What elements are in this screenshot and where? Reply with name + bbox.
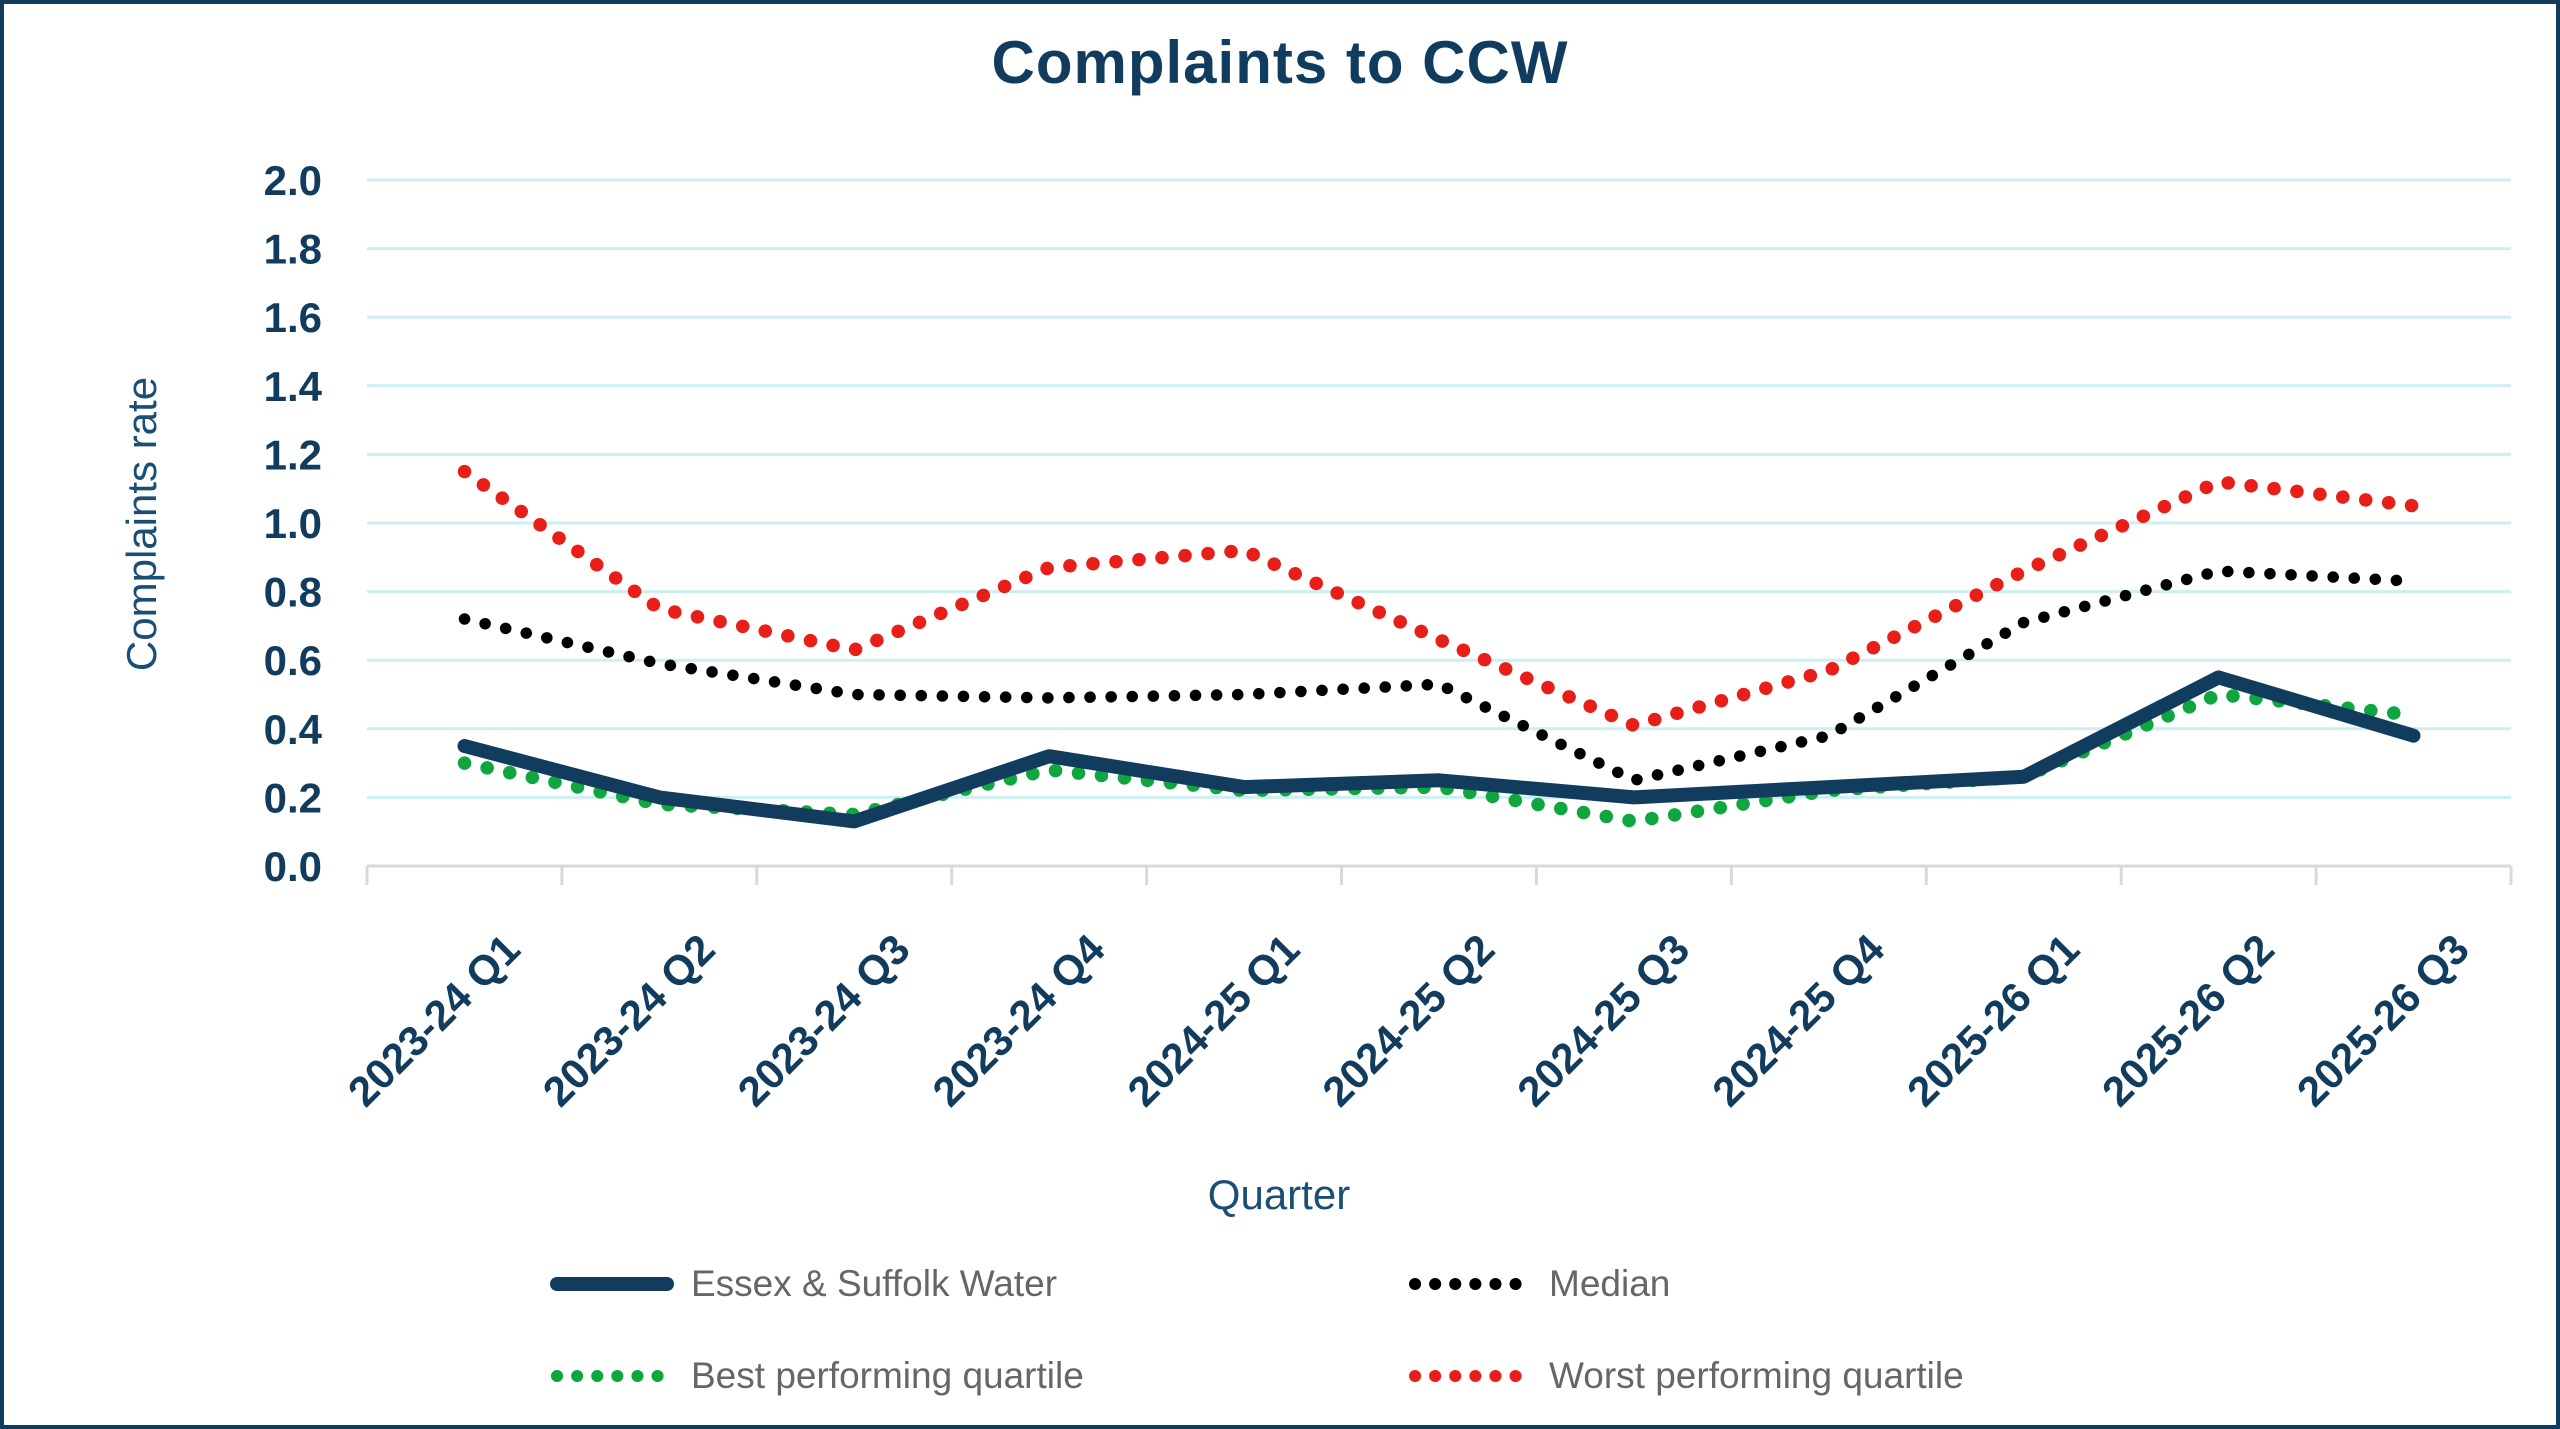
legend-label: Best performing quartile [691,1355,1084,1396]
legend-swatch-dotted-line [551,1370,673,1382]
series-line-worst-performing-quartile [457,464,2421,733]
series-lines [457,464,2421,829]
y-tick-label: 0.0 [264,843,322,890]
x-category-label: 2025-26 Q2 [2093,925,2283,1115]
gridlines [367,178,2511,799]
y-tick-label: 0.6 [264,637,322,684]
y-tick-label: 1.0 [264,500,322,547]
y-axis-title: Complaints rate [118,377,165,671]
x-category-label: 2023-24 Q1 [339,925,529,1115]
y-tick-label: 0.4 [264,706,323,753]
series-line-essex-suffolk-water [457,670,2421,829]
y-tick-label: 0.2 [264,774,322,821]
x-axis-category-labels: 2023-24 Q1 2023-24 Q2 2023-24 Q3 2023-24 Q4… [339,925,2478,1116]
y-tick-label: 1.4 [264,363,323,410]
legend-item-essex-suffolk-water: Essex & Suffolk Water [549,1256,1407,1312]
legend-swatch-dotted-line [1409,1370,1531,1382]
x-axis-title: Quarter [1208,1171,1350,1218]
legend: Essex & Suffolk Water Median Best perfor… [549,1256,2269,1404]
series-line-median [458,565,2420,787]
legend-label: Worst performing quartile [1549,1355,1964,1396]
x-category-label: 2024-25 Q1 [1118,925,1308,1115]
y-tick-label: 1.6 [264,294,322,341]
x-category-label: 2023-24 Q4 [923,925,1114,1116]
x-category-label: 2024-25 Q4 [1703,925,1894,1116]
chart-title: Complaints to CCW [991,29,1569,96]
legend-item-best-performing-quartile: Best performing quartile [549,1348,1407,1404]
legend-item-worst-performing-quartile: Worst performing quartile [1407,1348,2269,1404]
line-chart: 0.0 0.2 0.4 0.6 0.8 1.0 1.2 1.4 1.6 1.8 2.0 2023-2… [118,157,2513,1218]
x-category-label: 2024-25 Q3 [1508,925,1698,1115]
x-axis-line [365,864,2513,885]
y-tick-label: 1.2 [264,431,322,478]
legend-item-median: Median [1407,1256,2269,1312]
x-category-label: 2023-24 Q3 [729,925,919,1115]
x-category-label: 2023-24 Q2 [534,925,724,1115]
legend-swatch-solid-line [550,1277,674,1291]
legend-swatch-dotted-line [1409,1278,1531,1290]
x-category-label: 2025-26 Q1 [1898,925,2088,1115]
y-tick-label: 0.8 [264,569,322,616]
y-tick-label: 1.8 [264,226,322,273]
x-category-label: 2025-26 Q3 [2288,925,2478,1115]
legend-label: Essex & Suffolk Water [691,1263,1058,1304]
y-tick-label: 2.0 [264,157,322,204]
x-category-label: 2024-25 Q2 [1313,925,1503,1115]
legend-label: Median [1549,1263,1671,1304]
y-axis-tick-labels: 0.0 0.2 0.4 0.6 0.8 1.0 1.2 1.4 1.6 1.8 2.0 [264,157,323,890]
